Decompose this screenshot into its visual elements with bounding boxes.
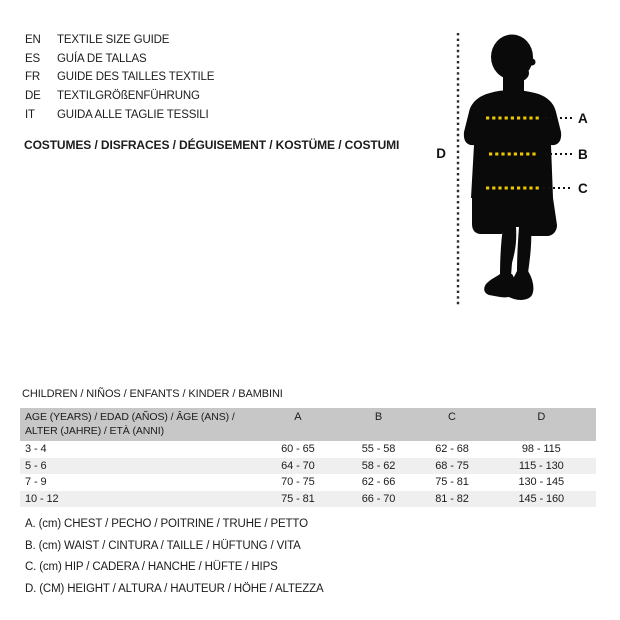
size-range-cell: 130 - 145: [518, 476, 565, 489]
age-cell: 5 - 6: [25, 459, 47, 472]
size-figure: D A B C: [428, 18, 620, 313]
size-range-cell: 115 - 130: [518, 459, 564, 472]
table-row: 3 - 4 60 - 65 55 - 58 62 - 68 98 - 115: [20, 441, 596, 458]
child-silhouette: [463, 34, 562, 300]
silhouette-right-leg: [517, 227, 532, 273]
size-range-cell: 68 - 75: [435, 459, 469, 472]
height-measure-label: D: [436, 146, 446, 161]
size-range-cell: 64 - 70: [281, 459, 315, 472]
silhouette-left-leg: [500, 227, 517, 276]
silhouette-neck: [503, 66, 524, 96]
language-code: DE: [25, 90, 41, 103]
size-figure-svg: D A B C: [436, 33, 588, 306]
size-range-cell: 58 - 62: [361, 459, 396, 472]
waist-measure-label: B: [578, 147, 588, 162]
size-range-cell: 81 - 82: [435, 492, 469, 505]
footnote-chest: A. (cm) CHEST / PECHO / POITRINE / TRUHE…: [25, 518, 308, 530]
size-range-cell: 66 - 70: [361, 492, 396, 505]
language-row: DE TEXTILGRÖßENFÜHRUNG: [25, 87, 214, 106]
language-row: FR GUIDE DES TAILLES TEXTILE: [25, 68, 214, 87]
language-row: IT GUIDA ALLE TAGLIE TESSILI: [25, 105, 214, 124]
table-body: 3 - 4 60 - 65 55 - 58 62 - 68 98 - 115 5 - 6 6…: [20, 441, 596, 507]
column-header-d: D: [537, 411, 546, 423]
size-range-cell: 70 - 75: [281, 476, 315, 489]
table-header: AGE (YEARS) / EDAD (AÑOS) / ÂGE (ANS) / …: [20, 408, 596, 441]
size-range-cell: 62 - 68: [435, 443, 469, 456]
language-code: IT: [25, 108, 35, 121]
column-header-a: A: [294, 411, 302, 423]
footnote-hip: C. (cm) HIP / CADERA / HANCHE / HÜFTE / …: [25, 561, 278, 574]
column-header-b: B: [374, 411, 383, 423]
language-code: FR: [25, 71, 41, 84]
footnote-height: D. (CM) HEIGHT / ALTURA / HAUTEUR / HÖHE…: [25, 582, 324, 595]
age-cell: 10 - 12: [25, 492, 59, 505]
hip-measure-label: C: [578, 181, 588, 196]
table-row: 5 - 6 64 - 70 58 - 62 68 - 75 115 - 130: [20, 457, 596, 474]
size-range-cell: 75 - 81: [281, 492, 315, 505]
table-row: 10 - 12 75 - 81 66 - 70 81 - 82 145 - 160: [20, 490, 596, 507]
age-cell: 7 - 9: [25, 476, 47, 489]
language-code: EN: [25, 34, 41, 47]
size-range-cell: 98 - 115: [521, 443, 561, 456]
age-cell: 3 - 4: [25, 443, 47, 456]
age-column-header: AGE (YEARS) / EDAD (AÑOS) / ÂGE (ANS) / …: [25, 411, 235, 437]
measure-footnotes: A. (cm) CHEST / PECHO / POITRINE / TRUHE…: [25, 514, 324, 600]
silhouette-torso: [463, 90, 562, 198]
footnote-waist: B. (cm) WAIST / CINTURA / TAILLE / HÜFTU…: [25, 539, 301, 552]
language-label: GUIDE DES TAILLES TEXTILE: [57, 71, 215, 84]
category-title: COSTUMES / DISFRACES / DÉGUISEMENT / KOS…: [24, 138, 400, 152]
size-range-cell: 60 - 65: [281, 443, 315, 456]
silhouette-nose: [528, 58, 536, 66]
column-header-c: C: [448, 411, 456, 423]
language-code: ES: [25, 52, 41, 65]
silhouette-right-shoe: [504, 271, 534, 300]
table-row: 7 - 9 70 - 75 62 - 66 75 - 81 130 - 145: [20, 474, 596, 491]
size-range-cell: 62 - 66: [361, 476, 396, 489]
language-row: EN TEXTILE SIZE GUIDE: [25, 31, 214, 50]
size-range-cell: 145 - 160: [518, 492, 565, 505]
chest-measure-label: A: [578, 111, 588, 126]
language-label: GUIDA ALLE TAGLIE TESSILI: [57, 108, 209, 121]
size-range-cell: 55 - 58: [361, 443, 396, 456]
language-label: GUÍA DE TALLAS: [57, 52, 147, 65]
language-list: EN TEXTILE SIZE GUIDE ES GUÍA DE TALLAS …: [25, 31, 214, 124]
section-title: CHILDREN / NIÑOS / ENFANTS / KINDER / BA…: [22, 388, 283, 400]
silhouette-shorts: [472, 198, 557, 236]
language-label: TEXTILE SIZE GUIDE: [57, 34, 170, 47]
language-label: TEXTILGRÖßENFÜHRUNG: [57, 90, 200, 103]
language-row: ES GUÍA DE TALLAS: [25, 50, 214, 69]
size-range-cell: 75 - 81: [435, 476, 469, 489]
size-table: AGE (YEARS) / EDAD (AÑOS) / ÂGE (ANS) / …: [20, 408, 596, 507]
